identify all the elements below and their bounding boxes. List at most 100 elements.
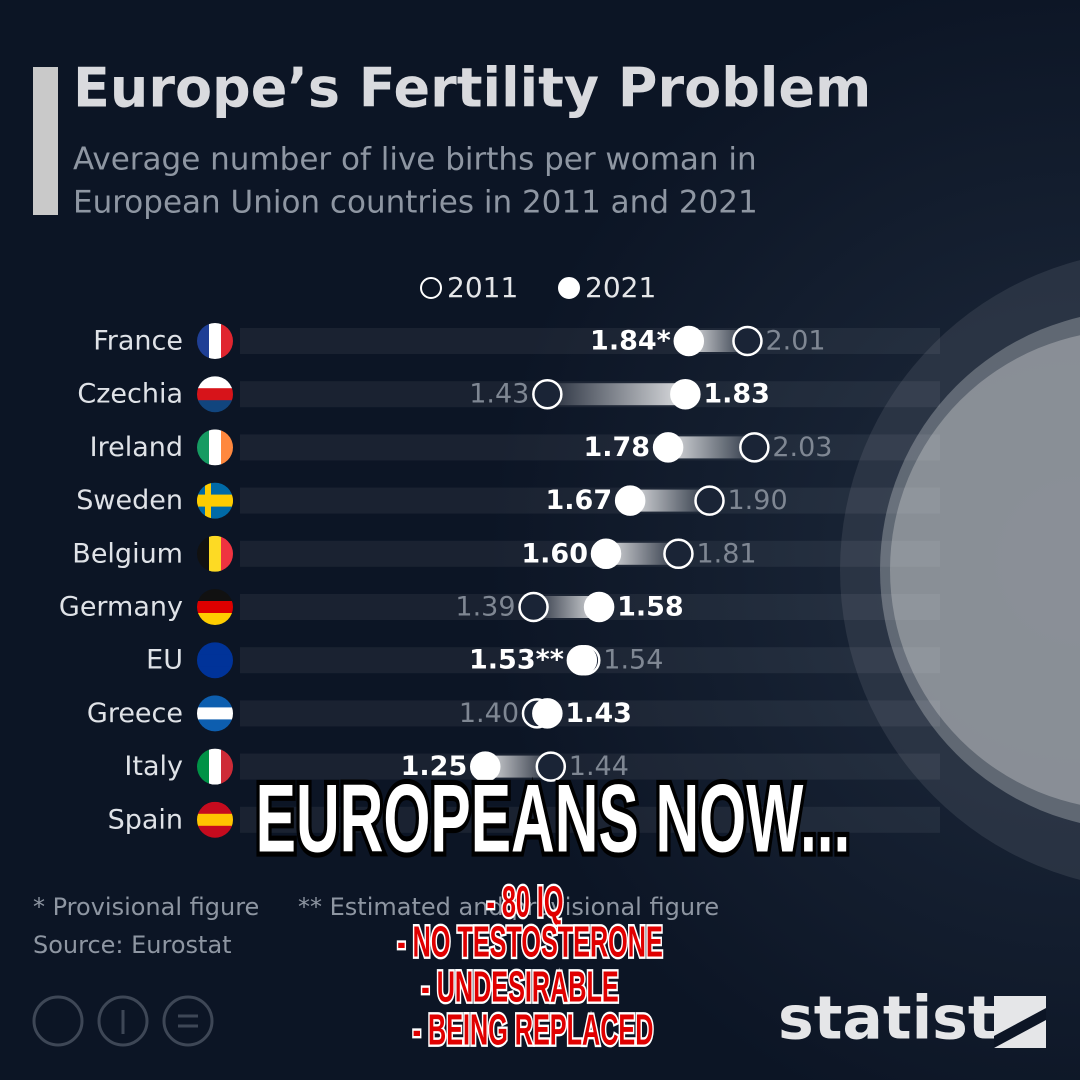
category-label: Germany: [59, 592, 183, 623]
overlay-line: - 80 IQ: [486, 879, 563, 927]
row-band: [240, 806, 940, 833]
dot: [663, 538, 694, 570]
flag-stripe: [197, 613, 233, 625]
flag-stripe: [221, 323, 233, 359]
flag: [197, 695, 233, 732]
flag-stripe: [197, 323, 210, 359]
value-label: 2.01: [765, 326, 825, 357]
flag-stripe: [209, 323, 222, 359]
footnote: ** Estimated and provisional figure: [298, 893, 719, 921]
flag-stripe: [221, 535, 233, 572]
category-label: EU: [146, 645, 183, 676]
dot: [614, 485, 646, 516]
flag-stripe: [197, 695, 233, 708]
category-label: Sweden: [76, 485, 183, 516]
category-label: Czechia: [77, 379, 183, 410]
deco-circle: [890, 335, 1080, 805]
flag-stripe: [197, 825, 233, 838]
flag-stripe: [197, 801, 233, 815]
dot: [673, 325, 705, 357]
legend-label: 2011: [447, 271, 518, 304]
flag-stripe: [209, 535, 222, 572]
overlay-line: - UNDESIRABLE: [421, 964, 618, 1012]
category-label: Ireland: [90, 432, 183, 463]
value-label: 1.83: [703, 379, 770, 410]
value-label: 1.90: [728, 485, 788, 516]
chart-subtitle: European Union countries in 2011 and 202…: [73, 185, 758, 221]
flag-stripe: [197, 589, 233, 602]
value-label: 1.60: [521, 538, 588, 569]
value-label: 1.54: [603, 645, 663, 676]
flag-stripe: [197, 666, 233, 679]
dot: [739, 432, 770, 463]
dot: [470, 751, 501, 782]
flag: [197, 429, 233, 466]
connector: [533, 596, 600, 618]
flag-cross: [197, 497, 233, 504]
overlay-line: - BEING REPLACED: [413, 1007, 654, 1055]
connector: [485, 755, 551, 778]
category-label: Greece: [87, 698, 183, 729]
value-label: 1.39: [455, 592, 515, 623]
value-label: 1.58: [617, 592, 684, 623]
value-label: 1.78: [583, 432, 650, 463]
dot: [532, 698, 563, 729]
connector: [688, 330, 748, 352]
flag-stripe: [209, 429, 222, 466]
flag-stripe: [197, 707, 233, 720]
flag: [197, 323, 233, 359]
category-label: Spain: [108, 804, 183, 835]
flag-stripe: [197, 388, 233, 401]
dot: [652, 432, 684, 463]
flag-stripe: [197, 601, 233, 614]
connector: [606, 542, 679, 565]
overlay-headline: EUROPEANS NOW...: [256, 765, 851, 873]
flag-stripe: [221, 429, 233, 466]
category-label: Belgium: [72, 538, 183, 569]
flag: [197, 748, 233, 785]
flag-stripe: [197, 719, 233, 732]
connector: [630, 489, 710, 512]
category-label: Italy: [124, 751, 183, 782]
flag-stripe: [209, 748, 222, 785]
row-band: [240, 540, 940, 567]
legend-marker: [558, 277, 580, 299]
dot: [535, 751, 567, 782]
dot: [590, 538, 622, 570]
value-label: 1.53**: [469, 645, 564, 676]
license-icons: [32, 995, 214, 1047]
value-label: 1.44: [569, 751, 629, 782]
value-label: 2.03: [772, 432, 832, 463]
source: Source: Eurostat: [33, 931, 232, 959]
flag-stripe: [221, 748, 233, 785]
chart-subtitle: Average number of live births per woman …: [73, 142, 757, 178]
row-band: [240, 487, 940, 514]
legend-label: 2021: [585, 271, 656, 304]
value-label: 1.43: [469, 379, 529, 410]
category-label: France: [93, 326, 183, 357]
dot: [694, 485, 725, 516]
connector: [668, 436, 755, 459]
flag: [197, 376, 233, 413]
chart-title: Europe’s Fertility Problem: [73, 57, 871, 120]
flag: [197, 801, 233, 838]
footnote: * Provisional figure: [33, 893, 259, 921]
value-label: 1.25: [401, 751, 468, 782]
flag-stripe: [197, 400, 233, 413]
row-band: [240, 328, 940, 354]
flag: [197, 482, 233, 519]
value-label: 1.67: [546, 485, 613, 516]
row-band: [240, 434, 940, 461]
dot: [670, 378, 701, 410]
title-bar: [33, 67, 58, 215]
dot: [732, 325, 763, 357]
flag: [197, 535, 233, 572]
flag-stripe: [197, 535, 210, 572]
value-label: 1.40: [459, 698, 519, 729]
flag: [197, 642, 233, 679]
overlay-line: - NO TESTOSTERONE: [397, 919, 663, 967]
flag-stripe: [197, 376, 233, 389]
legend-marker: [420, 277, 442, 299]
flag-stripe: [197, 813, 233, 827]
